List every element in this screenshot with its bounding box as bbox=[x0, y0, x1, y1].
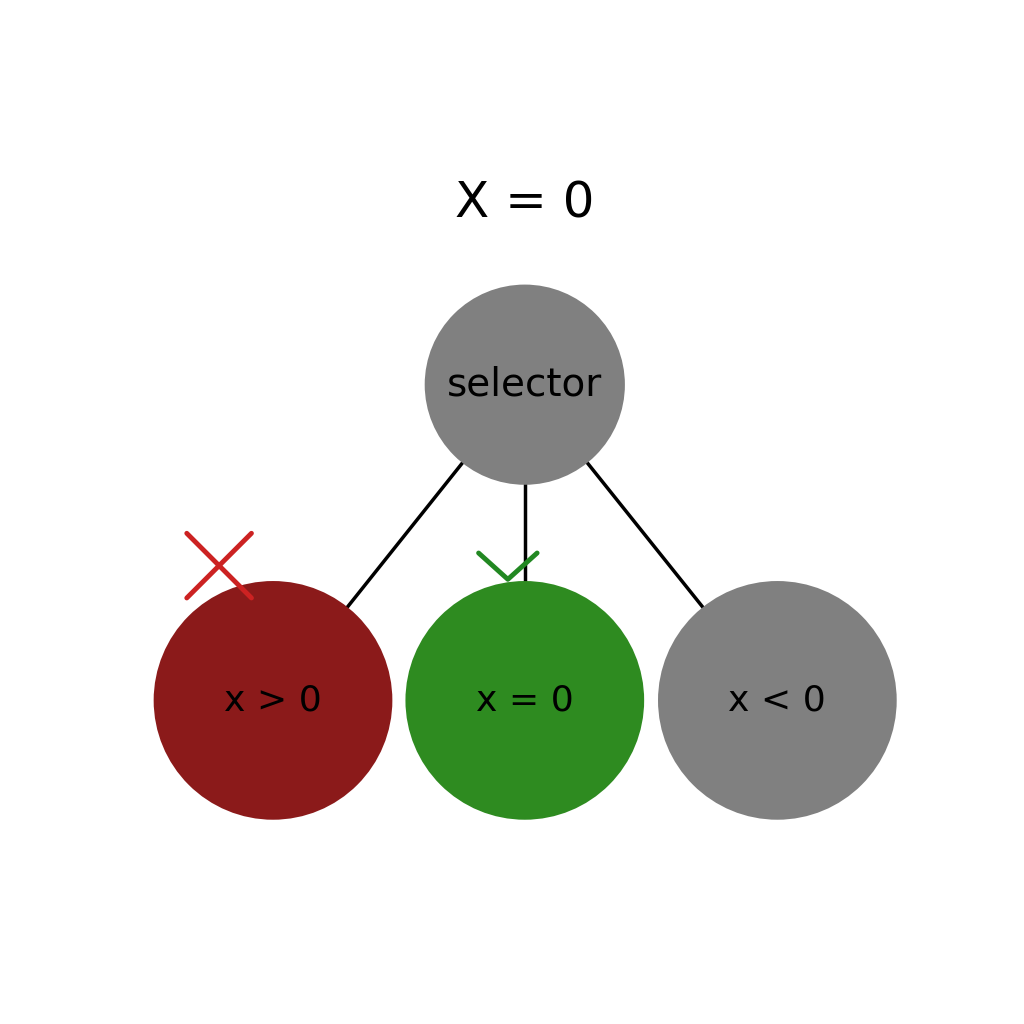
Text: x > 0: x > 0 bbox=[224, 683, 322, 718]
Circle shape bbox=[406, 581, 644, 820]
Circle shape bbox=[154, 581, 392, 820]
Text: x < 0: x < 0 bbox=[728, 683, 826, 718]
Circle shape bbox=[425, 285, 625, 484]
Text: X = 0: X = 0 bbox=[455, 180, 595, 227]
Circle shape bbox=[658, 581, 897, 820]
Text: selector: selector bbox=[447, 366, 602, 403]
Text: x = 0: x = 0 bbox=[476, 683, 573, 718]
